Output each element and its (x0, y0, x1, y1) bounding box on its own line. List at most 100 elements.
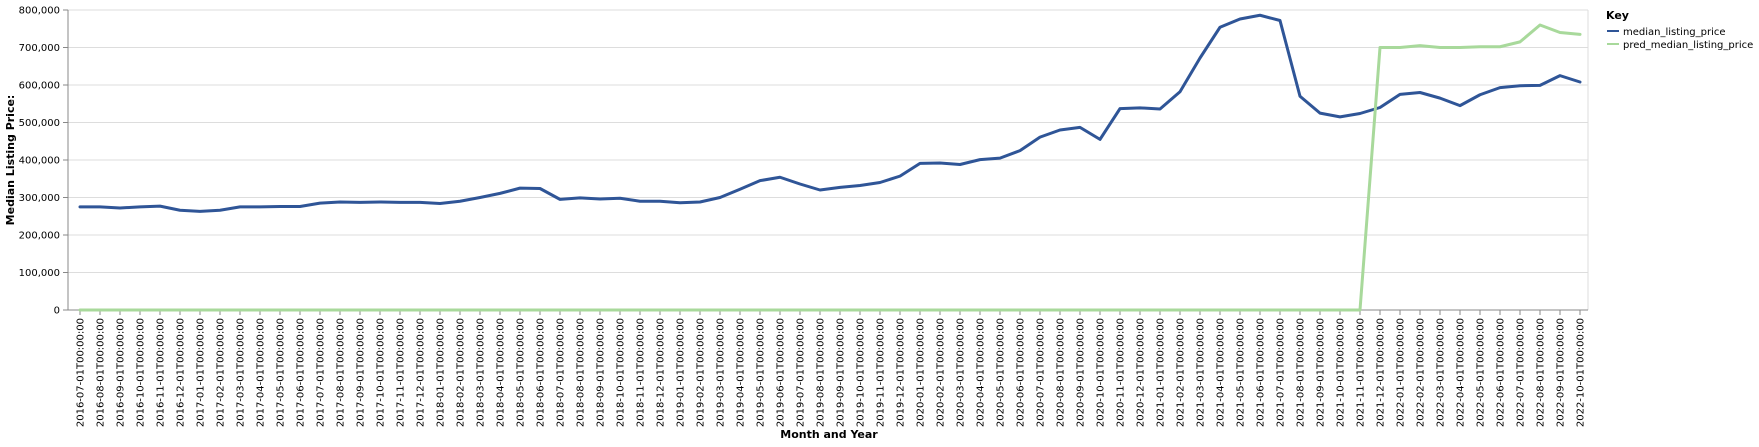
data-point-pred_median_listing_price (539, 309, 541, 311)
data-point-median_listing_price (1119, 107, 1121, 109)
data-point-pred_median_listing_price (159, 309, 161, 311)
x-tick-label: 2019-01-01T00:00:00 (676, 318, 687, 427)
data-point-median_listing_price (1079, 126, 1081, 128)
x-tick-label: 2020-11-01T00:00:00 (1116, 318, 1127, 427)
data-point-median_listing_price (619, 197, 621, 199)
data-point-median_listing_price (219, 209, 221, 211)
data-point-median_listing_price (179, 209, 181, 211)
data-point-median_listing_price (1419, 91, 1421, 93)
data-point-median_listing_price (519, 187, 521, 189)
data-point-pred_median_listing_price (1439, 46, 1441, 48)
data-point-median_listing_price (159, 205, 161, 207)
data-point-pred_median_listing_price (1339, 309, 1341, 311)
x-tick-label: 2020-02-01T00:00:00 (936, 318, 947, 427)
y-tick-label: 0 (54, 306, 60, 317)
data-point-median_listing_price (599, 198, 601, 200)
data-point-pred_median_listing_price (1039, 309, 1041, 311)
data-point-median_listing_price (379, 201, 381, 203)
data-point-median_listing_price (1539, 84, 1541, 86)
data-point-pred_median_listing_price (79, 309, 81, 311)
y-axis-title: Median Listing Price: (4, 95, 17, 226)
data-point-pred_median_listing_price (199, 309, 201, 311)
x-tick-label: 2017-08-01T00:00:00 (336, 318, 347, 427)
x-tick-label: 2022-07-01T00:00:00 (1516, 318, 1527, 427)
data-point-median_listing_price (919, 162, 921, 164)
data-point-median_listing_price (579, 197, 581, 199)
data-point-median_listing_price (1519, 85, 1521, 87)
data-point-pred_median_listing_price (579, 309, 581, 311)
x-tick-label: 2022-02-01T00:00:00 (1416, 318, 1427, 427)
data-point-pred_median_listing_price (319, 309, 321, 311)
data-point-median_listing_price (1319, 112, 1321, 114)
data-point-pred_median_listing_price (1319, 309, 1321, 311)
data-point-median_listing_price (1399, 93, 1401, 95)
x-tick-label: 2019-08-01T00:00:00 (816, 318, 827, 427)
x-tick-label: 2022-03-01T00:00:00 (1436, 318, 1447, 427)
data-point-pred_median_listing_price (1419, 44, 1421, 46)
x-tick-label: 2022-01-01T00:00:00 (1396, 318, 1407, 427)
y-tick-label: 300,000 (19, 193, 60, 204)
data-point-pred_median_listing_price (1499, 46, 1501, 48)
data-point-median_listing_price (1499, 86, 1501, 88)
x-tick-label: 2017-07-01T00:00:00 (316, 318, 327, 427)
data-point-median_listing_price (999, 157, 1001, 159)
data-point-pred_median_listing_price (1399, 46, 1401, 48)
x-tick-label: 2020-01-01T00:00:00 (916, 318, 927, 427)
x-tick-label: 2016-11-01T00:00:00 (156, 318, 167, 427)
data-point-pred_median_listing_price (1279, 309, 1281, 311)
data-point-pred_median_listing_price (959, 309, 961, 311)
x-tick-label: 2018-06-01T00:00:00 (536, 318, 547, 427)
data-point-pred_median_listing_price (359, 309, 361, 311)
data-point-pred_median_listing_price (939, 309, 941, 311)
x-tick-label: 2017-09-01T00:00:00 (356, 318, 367, 427)
x-tick-label: 2019-10-01T00:00:00 (856, 318, 867, 427)
data-point-pred_median_listing_price (1199, 309, 1201, 311)
data-point-median_listing_price (1179, 91, 1181, 93)
x-tick-label: 2021-11-01T00:00:00 (1356, 318, 1367, 427)
data-point-pred_median_listing_price (1559, 31, 1561, 33)
data-point-pred_median_listing_price (519, 309, 521, 311)
data-point-median_listing_price (859, 184, 861, 186)
y-tick-label: 700,000 (19, 43, 60, 54)
data-point-pred_median_listing_price (479, 309, 481, 311)
data-point-pred_median_listing_price (639, 309, 641, 311)
data-point-median_listing_price (1279, 19, 1281, 21)
series-layer (78, 13, 1582, 312)
x-tick-label: 2018-01-01T00:00:00 (436, 318, 447, 427)
x-tick-label: 2019-02-01T00:00:00 (696, 318, 707, 427)
x-tick-label: 2020-09-01T00:00:00 (1076, 318, 1087, 427)
data-point-median_listing_price (1019, 149, 1021, 151)
x-tick-label: 2018-07-01T00:00:00 (556, 318, 567, 427)
data-point-median_listing_price (339, 201, 341, 203)
data-point-pred_median_listing_price (679, 309, 681, 311)
data-point-median_listing_price (539, 187, 541, 189)
x-tick-label: 2020-07-01T00:00:00 (1036, 318, 1047, 427)
data-point-pred_median_listing_price (259, 309, 261, 311)
x-tick-label: 2019-06-01T00:00:00 (776, 318, 787, 427)
data-point-median_listing_price (299, 205, 301, 207)
x-tick-label: 2017-04-01T00:00:00 (256, 318, 267, 427)
data-point-median_listing_price (1439, 97, 1441, 99)
x-tick-label: 2021-09-01T00:00:00 (1316, 318, 1327, 427)
x-tick-label: 2018-04-01T00:00:00 (496, 318, 507, 427)
data-point-median_listing_price (399, 201, 401, 203)
data-point-median_listing_price (799, 183, 801, 185)
data-point-median_listing_price (839, 186, 841, 188)
x-tick-label: 2022-05-01T00:00:00 (1476, 318, 1487, 427)
data-point-pred_median_listing_price (899, 309, 901, 311)
data-point-median_listing_price (1039, 136, 1041, 138)
data-point-median_listing_price (1059, 129, 1061, 131)
x-tick-label: 2016-10-01T00:00:00 (136, 318, 147, 427)
data-point-pred_median_listing_price (619, 309, 621, 311)
x-tick-label: 2018-08-01T00:00:00 (576, 318, 587, 427)
x-tick-label: 2021-01-01T00:00:00 (1156, 318, 1167, 427)
y-tick-label: 200,000 (19, 231, 60, 242)
x-tick-label: 2020-05-01T00:00:00 (996, 318, 1007, 427)
data-point-median_listing_price (1139, 107, 1141, 109)
data-point-pred_median_listing_price (219, 309, 221, 311)
data-point-pred_median_listing_price (239, 309, 241, 311)
data-point-median_listing_price (699, 201, 701, 203)
axis-layer: 0 100,000 200,000 300,000 400,000 500,000 600,… (19, 6, 1588, 427)
x-tick-label: 2017-10-01T00:00:00 (376, 318, 387, 427)
